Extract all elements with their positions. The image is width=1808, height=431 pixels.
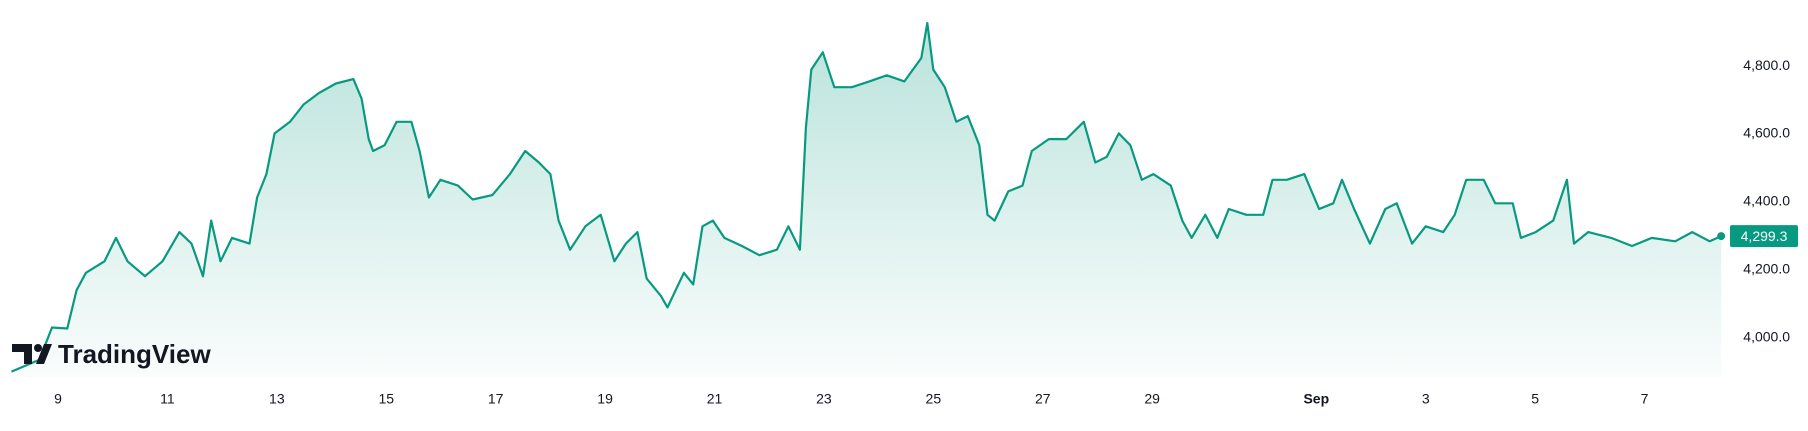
x-tick-label: 17 [488, 391, 504, 407]
x-tick-label: 7 [1641, 391, 1649, 407]
y-tick-label: 4,000.0 [1743, 328, 1790, 344]
watermark-text: TradingView [58, 339, 211, 369]
logo-mark [12, 344, 32, 364]
y-tick-label: 4,600.0 [1743, 125, 1790, 141]
x-tick-label: 29 [1144, 391, 1160, 407]
x-tick-label: 5 [1531, 391, 1539, 407]
plot-area [11, 22, 1731, 383]
x-tick-label: 11 [160, 391, 175, 407]
x-tick-label: 23 [816, 391, 832, 407]
x-tick-label: Sep [1303, 391, 1329, 407]
price-line [11, 22, 1722, 373]
logo-slash [36, 344, 52, 364]
last-point [1717, 232, 1726, 241]
last-price-label: 4,299.3 [1741, 228, 1788, 244]
area-fill [11, 23, 1722, 377]
x-tick-label: 27 [1035, 391, 1051, 407]
y-tick-label: 4,400.0 [1743, 193, 1790, 209]
x-tick-label: 21 [707, 391, 723, 407]
y-tick-label: 4,200.0 [1743, 260, 1790, 276]
x-tick-label: 19 [597, 391, 613, 407]
x-tick-label: 3 [1422, 391, 1430, 407]
y-tick-label: 4,800.0 [1743, 57, 1790, 73]
watermark: TradingView [12, 339, 211, 369]
x-tick-label: 13 [269, 391, 285, 407]
last-price-badge [1730, 225, 1798, 248]
x-tick-label: 15 [378, 391, 394, 407]
x-tick-label: 9 [54, 391, 62, 407]
logo-dot [34, 344, 42, 352]
x-tick-label: 25 [926, 391, 942, 407]
